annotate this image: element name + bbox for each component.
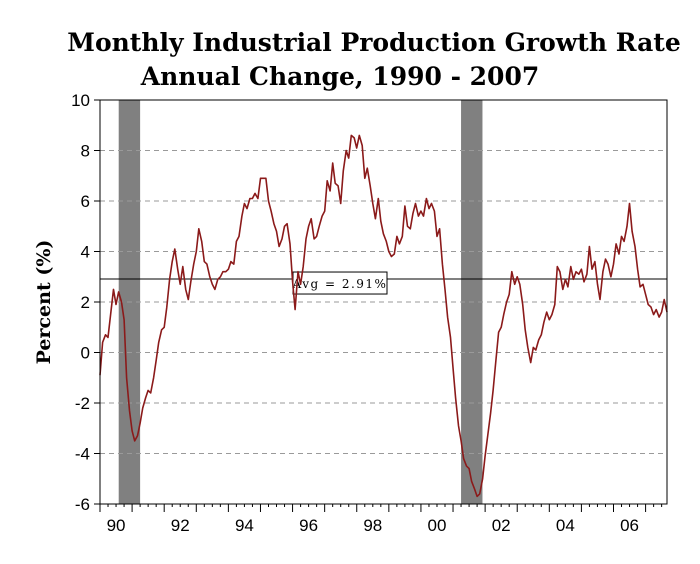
y-tick-label: 8 <box>81 142 90 161</box>
x-tick-label: 02 <box>492 516 511 535</box>
y-tick-label: 4 <box>81 243 90 262</box>
y-tick-label: 0 <box>81 344 90 363</box>
y-tick-label: -4 <box>75 445 90 464</box>
average-label: Avg = 2.91% <box>292 277 388 291</box>
x-tick-label: 06 <box>620 516 639 535</box>
series-lines <box>99 134 668 498</box>
y-tick-label: -6 <box>75 495 90 514</box>
axis-ticks <box>94 99 663 512</box>
y-tick-label: 2 <box>81 293 90 312</box>
x-tick-label: 04 <box>556 516 575 535</box>
x-tick-label: 96 <box>299 516 318 535</box>
y-axis-label: Percent (%) <box>33 240 55 365</box>
y-tick-label: 10 <box>71 91 90 110</box>
average-line-group: Avg = 2.91% <box>100 271 667 295</box>
x-tick-label: 90 <box>107 516 126 535</box>
y-tick-label: 6 <box>81 192 90 211</box>
chart-subtitle: Annual Change, 1990 - 2007 <box>140 62 540 91</box>
gridlines <box>100 150 667 454</box>
x-tick-label: 00 <box>428 516 447 535</box>
y-tick-label: -2 <box>75 394 90 413</box>
x-tick-label: 98 <box>363 516 382 535</box>
x-tick-label: 94 <box>235 516 254 535</box>
series-line-1 <box>99 134 668 498</box>
chart-title: Monthly Industrial Production Growth Rat… <box>67 28 681 57</box>
x-tick-label: 92 <box>171 516 190 535</box>
